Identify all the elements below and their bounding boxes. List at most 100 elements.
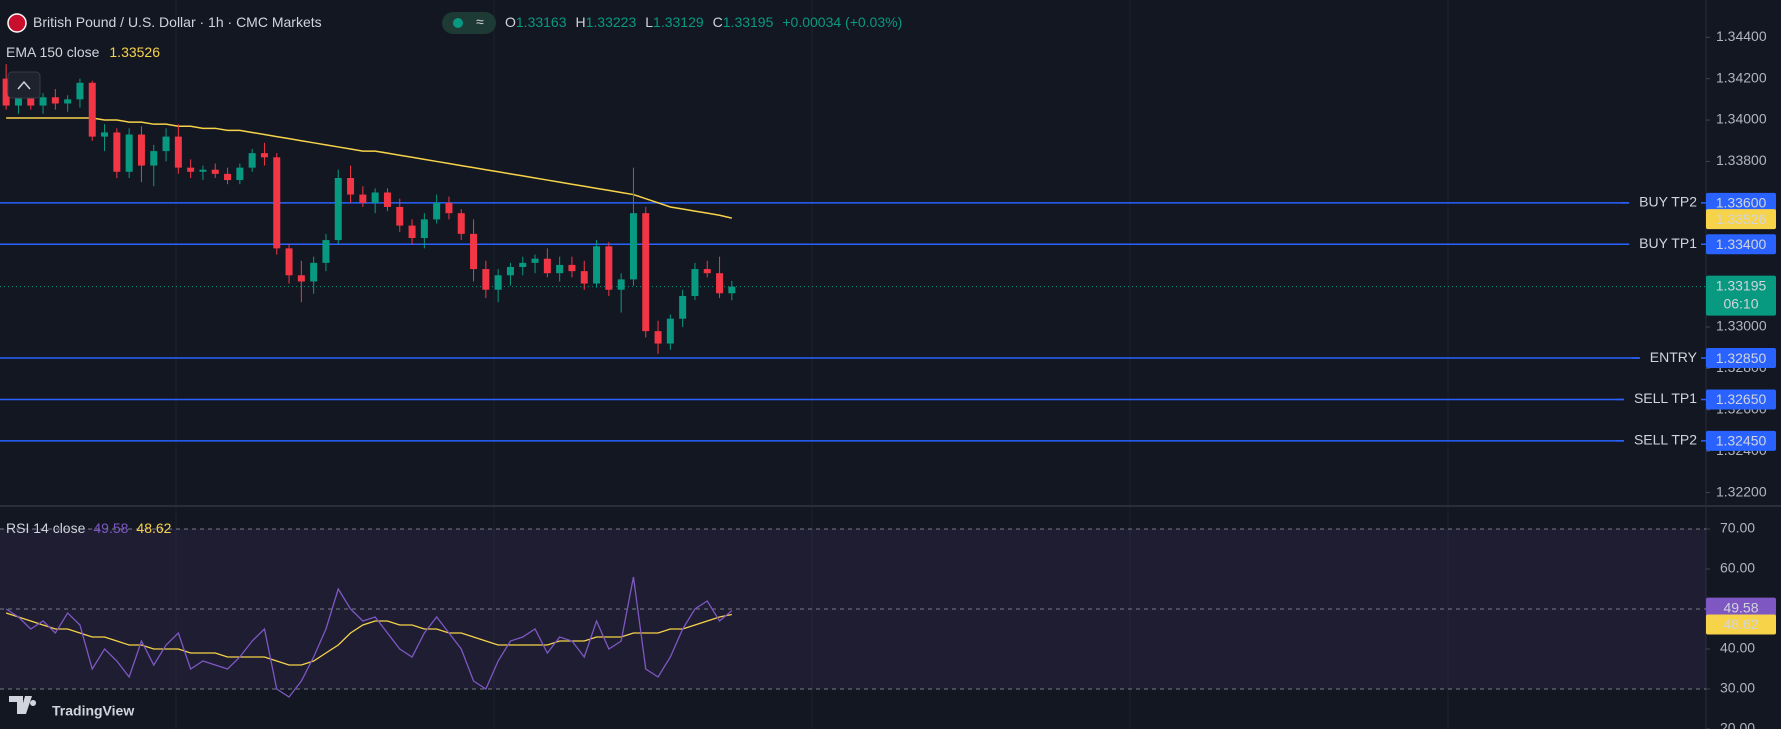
- ema-line: [6, 117, 733, 219]
- price-tick-label: 1.33800: [1716, 152, 1767, 168]
- legend-part: 1.33163: [516, 14, 567, 30]
- level-price-box: [1706, 348, 1776, 369]
- rsi-band: [0, 529, 1706, 689]
- candle-body: [371, 192, 379, 203]
- candle-body: [445, 202, 453, 214]
- market-status: [442, 12, 496, 34]
- countdown: 06:10: [1723, 295, 1758, 311]
- candle-body: [383, 192, 391, 207]
- candle-body: [691, 269, 699, 296]
- candle-body: [728, 286, 736, 294]
- candle-body: [310, 262, 318, 282]
- candle-body: [494, 275, 502, 290]
- ema-price-label: 1.33526: [1716, 211, 1767, 227]
- candle-body: [556, 264, 564, 274]
- level-price-box: [1706, 234, 1776, 255]
- legend-part: L: [645, 14, 653, 30]
- rsi-value-label: 49.58: [1723, 599, 1758, 615]
- flag-icon: [7, 13, 27, 33]
- status-dot: [453, 18, 463, 28]
- grid: [175, 0, 1449, 729]
- ema-price-box: [1706, 209, 1776, 230]
- legend: British Pound / U.S. Dollar · 1h · CMC M…: [33, 14, 322, 30]
- rsi-ma-value-label: 48.62: [1723, 616, 1758, 632]
- rsi-ma-value-box: [1706, 614, 1776, 635]
- candle-body: [125, 134, 133, 172]
- candle-body: [408, 225, 416, 239]
- candle-body: [433, 202, 441, 220]
- candle-body: [27, 93, 35, 106]
- candle-body: [629, 213, 637, 280]
- legend-part: 1.33195: [723, 14, 774, 30]
- candle-body: [580, 271, 588, 284]
- candle-body: [39, 97, 47, 106]
- candle-body: [51, 97, 59, 104]
- level-price-box: [1706, 430, 1776, 451]
- level-label: BUY TP1: [1639, 235, 1697, 251]
- candle-body: [716, 273, 724, 294]
- candle-body: [531, 258, 539, 263]
- rsi-tick-label: 70.00: [1720, 520, 1755, 536]
- candle-body: [605, 246, 613, 290]
- candle-body: [137, 134, 145, 166]
- candle-body: [273, 157, 281, 249]
- level-label-bg: [1629, 191, 1701, 214]
- legend-part: 49.58: [93, 520, 128, 536]
- candle-body: [568, 264, 576, 272]
- legend-part: British Pound / U.S. Dollar · 1h · CMC M…: [33, 14, 322, 30]
- candle-body: [470, 233, 478, 270]
- candle-body: [666, 318, 674, 344]
- legend-part: +0.00034 (+0.03%): [782, 14, 902, 30]
- candle-body: [113, 132, 121, 172]
- candle-body: [703, 269, 711, 274]
- legend-part: O: [505, 14, 516, 30]
- brand: TradingView: [52, 703, 134, 719]
- level-label: BUY TP2: [1639, 194, 1697, 210]
- candle-body: [285, 248, 293, 276]
- rsi-tick-label: 60.00: [1720, 560, 1755, 576]
- candle-body: [199, 169, 207, 172]
- candle-body: [2, 78, 10, 106]
- candle-body: [642, 213, 650, 332]
- candle-body: [617, 279, 625, 290]
- candle-body: [101, 132, 109, 137]
- rsi-ma-line: [5, 612, 732, 666]
- candle-body: [420, 219, 428, 239]
- current-price-box: [1706, 275, 1776, 316]
- candle-body: [14, 93, 22, 106]
- price-tick-label: 1.33000: [1716, 318, 1767, 334]
- legend-part: H: [576, 14, 586, 30]
- rsi-tick-label: 40.00: [1720, 640, 1755, 656]
- level-price-box: [1706, 192, 1776, 213]
- level-price-label: 1.32450: [1716, 433, 1767, 449]
- level-label-bg: [1629, 233, 1701, 256]
- rsi-tick-label: 20.00: [1720, 720, 1755, 729]
- candle-body: [396, 206, 404, 226]
- collapse-button[interactable]: [7, 71, 41, 99]
- candle-body: [248, 153, 256, 168]
- rsi-line: [5, 576, 733, 698]
- legend-part: 1.33223: [586, 14, 637, 30]
- candle-body: [347, 177, 355, 195]
- candle-body: [187, 167, 195, 172]
- level-price-label: 1.33600: [1716, 195, 1767, 211]
- candle-body: [359, 194, 367, 203]
- candle-body: [593, 246, 601, 284]
- level-label: SELL TP2: [1634, 432, 1697, 448]
- candle-body: [211, 169, 219, 174]
- legend-part: 1.33129: [653, 14, 704, 30]
- candle-body: [64, 99, 72, 104]
- candle-body: [150, 151, 158, 166]
- collapse-icon: [17, 80, 31, 90]
- candle-body: [679, 295, 687, 319]
- level-label: ENTRY: [1650, 349, 1698, 365]
- rsi-value-box: [1706, 597, 1776, 618]
- candle-body: [76, 82, 84, 100]
- candle-body: [519, 262, 527, 267]
- brand-logo: [9, 696, 37, 714]
- candle-body: [224, 173, 232, 181]
- level-price-box: [1706, 389, 1776, 410]
- level-price-label: 1.32850: [1716, 350, 1767, 366]
